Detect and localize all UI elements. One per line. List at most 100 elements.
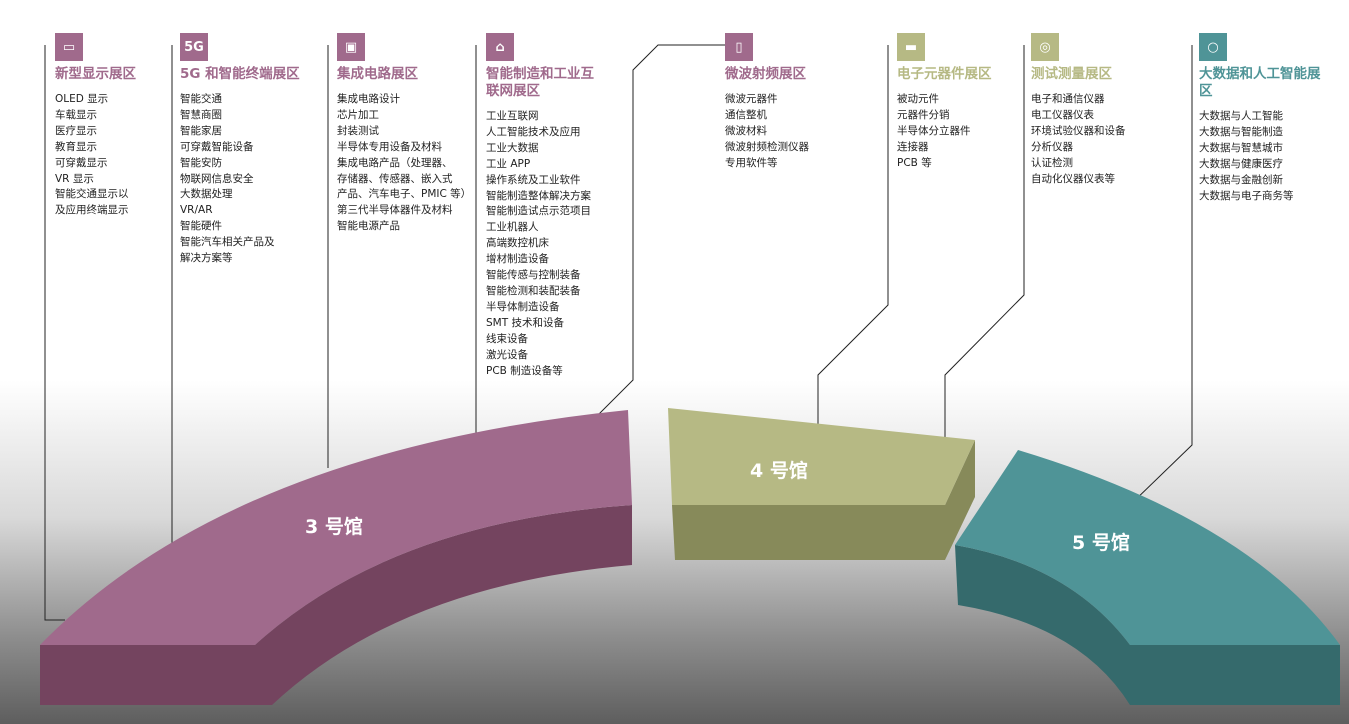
zone-item: 大数据与电子商务等 bbox=[1199, 189, 1294, 202]
zone-item: 车载显示 bbox=[55, 108, 97, 121]
phone-icon: ▯ bbox=[725, 33, 753, 61]
zone-7: ◎ 测试测量展区 电子和通信仪器 电工仪器仪表 环境试验仪器和设备 分析仪器 认证检测 自动化… bbox=[1031, 33, 1171, 187]
connector-line bbox=[44, 45, 65, 621]
zone-item: 解决方案等 bbox=[180, 252, 233, 265]
zone-item: 智能传感与控制装备 bbox=[486, 269, 581, 282]
zone-item: 智慧商圈 bbox=[180, 108, 222, 121]
zone-item: 认证检测 bbox=[1031, 156, 1073, 169]
zone-item: 智能交通 bbox=[180, 93, 222, 105]
zone-item: 分析仪器 bbox=[1031, 140, 1073, 153]
zone-3: ▣ 集成电路展区 集成电路设计 芯片加工 封装测试 半导体专用设备及材料 集成电路产品（处理… bbox=[337, 33, 477, 235]
hall-5-side bbox=[955, 545, 1340, 705]
connector-line bbox=[1129, 45, 1193, 506]
projector-icon: ▬ bbox=[897, 33, 925, 61]
zone-item: 可穿戴显示 bbox=[55, 156, 108, 169]
zone-item: 被动元件 bbox=[897, 93, 939, 105]
zone-title: 电子元器件展区 bbox=[897, 66, 992, 82]
zone-item: 微波材料 bbox=[725, 124, 767, 137]
zone-item: SMT 技术和设备 bbox=[486, 316, 564, 329]
zone-item: 大数据与智能制造 bbox=[1199, 125, 1283, 138]
zone-item: 产品、汽车电子、PMIC 等） bbox=[337, 188, 472, 201]
zone-item: 智能制造整体解决方案 bbox=[486, 189, 591, 202]
hall-3-top bbox=[40, 410, 632, 645]
zone-item: 智能汽车相关产品及 bbox=[180, 236, 275, 249]
zone-item: VR/AR bbox=[180, 204, 213, 217]
zone-item: 教育显示 bbox=[55, 140, 97, 153]
zone-item: 集成电路设计 bbox=[337, 93, 400, 105]
zone-title: 5G 和智能终端展区 bbox=[180, 66, 300, 82]
zone-item: OLED 显示 bbox=[55, 93, 109, 105]
hall-5-label: 5 号馆 bbox=[1072, 532, 1130, 554]
zone-item: 智能交通显示以 bbox=[55, 188, 129, 201]
zone-1: ▭ 新型显示展区 OLED 显示 车载显示医疗显示教育显示可穿戴显示 VR 显示智能交通… bbox=[55, 33, 165, 219]
zone-item: 激光设备 bbox=[486, 348, 528, 361]
zone-6: ▬ 电子元器件展区 被动元件 元器件分销 半导体分立器件 连接器 PCB 等 bbox=[897, 33, 1017, 172]
display-icon: ▭ bbox=[55, 33, 83, 61]
zone-item: 连接器 bbox=[897, 140, 929, 153]
zone-item: 高端数控机床 bbox=[486, 237, 549, 250]
zone-item: PCB 制造设备等 bbox=[486, 364, 563, 377]
zone-title: 集成电路展区 bbox=[337, 66, 418, 82]
chip-icon: ▣ bbox=[337, 33, 365, 61]
hall-4-top bbox=[668, 408, 975, 505]
zone-item: 工业互联网 bbox=[486, 110, 539, 122]
hall-4-label: 4 号馆 bbox=[750, 460, 808, 482]
zone-title: 新型显示展区 bbox=[55, 66, 136, 82]
zone-item: 半导体分立器件 bbox=[897, 124, 971, 137]
zone-item: 医疗显示 bbox=[55, 124, 97, 137]
connector-line bbox=[587, 44, 737, 426]
zone-item: 元器件分销 bbox=[897, 108, 950, 121]
zone-4: ⌂ 智能制造和工业互联网展区工业互联网人工智能技术及应用 工业大数据工业 APP 操作… bbox=[486, 33, 601, 379]
zone-item: 微波射频检测仪器 bbox=[725, 140, 809, 153]
zone-item: 智能检测和装配装备 bbox=[486, 284, 581, 297]
zone-item: 环境试验仪器和设备 bbox=[1031, 124, 1126, 137]
hall-5-top bbox=[955, 450, 1340, 645]
cycle-icon: ○ bbox=[1199, 33, 1227, 61]
zone-2: 5G 5G 和智能终端展区智能交通智慧商圈智能家居可穿戴智能设备 智能安防物联网信息… bbox=[180, 33, 330, 267]
zone-item: 存储器、传感器、嵌入式 bbox=[337, 172, 453, 185]
zone-item: 及应用终端显示 bbox=[55, 204, 129, 217]
zone-item: 智能安防 bbox=[180, 156, 222, 169]
zone-item: 智能硬件 bbox=[180, 220, 222, 233]
zone-item: 可穿戴智能设备 bbox=[180, 140, 254, 153]
zone-item: 智能家居 bbox=[180, 124, 222, 137]
zone-item: 半导体专用设备及材料 bbox=[337, 140, 442, 153]
connector-line bbox=[944, 45, 1025, 442]
zone-title: 智能制造和工业互联网展区 bbox=[486, 66, 594, 99]
zone-item: 电工仪器仪表 bbox=[1031, 108, 1094, 121]
zone-item: 芯片加工 bbox=[337, 108, 379, 121]
zone-item: 智能制造试点示范项目 bbox=[486, 205, 591, 218]
zone-item: 物联网信息安全 bbox=[180, 172, 254, 185]
zone-item: 微波元器件 bbox=[725, 93, 778, 105]
zone-item: 工业 APP bbox=[486, 157, 531, 170]
zone-item: 线束设备 bbox=[486, 332, 528, 345]
zone-item: 智能电源产品 bbox=[337, 220, 400, 233]
zone-title: 大数据和人工智能展区 bbox=[1199, 66, 1321, 99]
zone-item: 工业大数据 bbox=[486, 141, 539, 154]
zone-item: 增材制造设备 bbox=[486, 253, 549, 266]
zone-item: 专用软件等 bbox=[725, 156, 778, 169]
zone-item: 大数据与金融创新 bbox=[1199, 173, 1283, 186]
connector-line bbox=[817, 45, 889, 425]
factory-icon: ⌂ bbox=[486, 33, 514, 61]
zone-5: ▯ 微波射频展区微波元器件通信整机微波材料微波射频检测仪器 专用软件等 bbox=[725, 33, 845, 172]
zone-item: 通信整机 bbox=[725, 108, 767, 121]
zone-item: 大数据与智慧城市 bbox=[1199, 141, 1283, 154]
zone-item: 自动化仪器仪表等 bbox=[1031, 172, 1115, 185]
zone-item: 集成电路产品（处理器、 bbox=[337, 156, 453, 169]
zone-item: 电子和通信仪器 bbox=[1031, 93, 1105, 105]
zone-item: 大数据与人工智能 bbox=[1199, 110, 1283, 122]
gauge-icon: ◎ bbox=[1031, 33, 1059, 61]
zone-item: 半导体制造设备 bbox=[486, 300, 560, 313]
zone-item: 第三代半导体器件及材料 bbox=[337, 204, 453, 217]
zone-title: 微波射频展区 bbox=[725, 66, 806, 82]
zone-item: 大数据与健康医疗 bbox=[1199, 157, 1283, 170]
zone-item: 工业机器人 bbox=[486, 221, 539, 234]
hall-3-label: 3 号馆 bbox=[305, 516, 363, 538]
zone-item: VR 显示 bbox=[55, 172, 94, 185]
zone-item: 人工智能技术及应用 bbox=[486, 125, 581, 138]
5g-icon: 5G bbox=[180, 33, 208, 61]
zone-8: ○ 大数据和人工智能展区大数据与人工智能 大数据与智能制造 大数据与智慧城市 大数据与健… bbox=[1199, 33, 1324, 204]
zone-item: 操作系统及工业软件 bbox=[486, 173, 581, 186]
